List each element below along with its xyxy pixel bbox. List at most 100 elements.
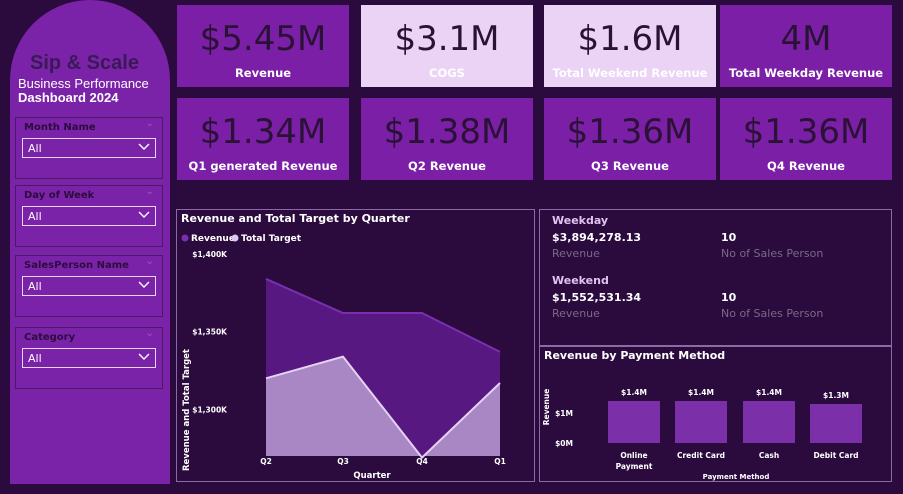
bar[interactable] bbox=[810, 404, 862, 443]
area-chart: Revenue Total Target Revenue and Total T… bbox=[181, 234, 506, 481]
legend-label-revenue: Revenue bbox=[191, 234, 235, 244]
month-name-select[interactable]: All bbox=[22, 138, 156, 158]
bar[interactable] bbox=[675, 401, 727, 443]
x-tick-label: Q3 bbox=[337, 457, 349, 466]
series-line-revenue bbox=[265, 277, 501, 353]
series-line-target bbox=[265, 355, 501, 460]
sidebar bbox=[10, 0, 170, 484]
weekday-title: Weekday bbox=[552, 214, 609, 227]
weekend-revenue-value: $1,552,531.34 bbox=[552, 291, 642, 304]
dashboard-title: Sip & Scale bbox=[30, 52, 139, 74]
kpi-revenue: $5.45M Revenue bbox=[177, 5, 349, 87]
legend-label-target: Total Target bbox=[241, 234, 302, 244]
weekend-revenue-label: Revenue bbox=[552, 307, 600, 320]
legend-marker-revenue bbox=[181, 234, 189, 242]
filter-category: Category ⌄ All bbox=[15, 327, 163, 389]
x-tick-label: Debit Card bbox=[813, 451, 858, 460]
kpi-label: Q1 generated Revenue bbox=[188, 159, 338, 173]
select-value: All bbox=[28, 280, 42, 293]
bar-data-label: $1.3M bbox=[823, 391, 849, 400]
weekend-sales-person-label: No of Sales Person bbox=[721, 307, 824, 320]
filter-label: Category bbox=[24, 332, 76, 343]
legend-marker-target bbox=[231, 234, 239, 242]
y-tick-label: $0M bbox=[555, 439, 573, 448]
weekday-weekend-panel: Weekday $3,894,278.13 Revenue 10 No of S… bbox=[539, 209, 892, 346]
chart-title: Revenue by Payment Method bbox=[544, 349, 726, 362]
kpi-q3-revenue: $1.36M Q3 Revenue bbox=[544, 98, 716, 180]
filter-label: Month Name bbox=[24, 122, 96, 133]
revenue-target-chart-panel: Revenue and Total Target by Quarter Reve… bbox=[176, 209, 535, 482]
x-tick-label: Online bbox=[620, 451, 647, 460]
x-tick-label: Q1 bbox=[494, 457, 506, 466]
x-axis-label: Quarter bbox=[353, 471, 391, 481]
x-tick-label: Credit Card bbox=[677, 451, 725, 460]
x-axis-label: Payment Method bbox=[703, 473, 770, 481]
y-tick-label: $1M bbox=[555, 409, 573, 418]
weekend-sales-person-value: 10 bbox=[721, 291, 737, 304]
kpi-label: Q3 Revenue bbox=[591, 159, 669, 173]
y-axis-label: Revenue and Total Target bbox=[182, 349, 192, 471]
kpi-label: Q4 Revenue bbox=[767, 159, 845, 173]
filter-day-of-week: Day of Week ⌄ All bbox=[15, 185, 163, 247]
subtitle-line-1: Business Performance bbox=[18, 76, 149, 91]
bar-data-label: $1.4M bbox=[756, 388, 782, 397]
kpi-total-weekend-revenue: $1.6M Total Weekend Revenue bbox=[544, 5, 716, 87]
y-tick-label: $1,300K bbox=[192, 405, 228, 414]
filter-label: Day of Week bbox=[24, 190, 95, 201]
x-tick-label: Q2 bbox=[260, 457, 272, 466]
bar[interactable] bbox=[608, 401, 660, 443]
category-select[interactable]: All bbox=[22, 348, 156, 368]
select-value: All bbox=[28, 142, 42, 155]
kpi-value: $1.38M bbox=[383, 112, 511, 152]
salesperson-name-select[interactable]: All bbox=[22, 276, 156, 296]
weekday-revenue-label: Revenue bbox=[552, 247, 600, 260]
chevron-down-icon bbox=[138, 211, 150, 218]
filter-label: SalesPerson Name bbox=[24, 260, 129, 271]
kpi-value: $1.36M bbox=[742, 112, 870, 152]
chevron-down-icon[interactable]: ⌄ bbox=[145, 328, 154, 339]
weekend-title: Weekend bbox=[552, 274, 609, 287]
x-tick-label: Q4 bbox=[416, 457, 428, 466]
chevron-down-icon[interactable]: ⌄ bbox=[145, 256, 154, 267]
chart-title: Revenue and Total Target by Quarter bbox=[181, 212, 410, 225]
kpi-value: $1.6M bbox=[577, 19, 683, 59]
kpi-q1-revenue: $1.34M Q1 generated Revenue bbox=[177, 98, 349, 180]
weekday-sales-person-label: No of Sales Person bbox=[721, 247, 824, 260]
bar-chart: Revenue Payment Method $1.4M $1.4M $1.4M $1… bbox=[542, 388, 862, 481]
kpi-label: Total Weekend Revenue bbox=[552, 66, 708, 80]
kpi-q4-revenue: $1.36M Q4 Revenue bbox=[720, 98, 892, 180]
bar-data-label: $1.4M bbox=[621, 388, 647, 397]
chevron-down-icon bbox=[138, 353, 150, 360]
kpi-q2-revenue: $1.38M Q2 Revenue bbox=[361, 98, 533, 180]
y-axis-label: Revenue bbox=[542, 389, 551, 426]
bar[interactable] bbox=[743, 401, 795, 443]
subtitle-line-2: Dashboard 2024 bbox=[18, 90, 119, 105]
bar-data-label: $1.4M bbox=[688, 388, 714, 397]
kpi-label: Q2 Revenue bbox=[408, 159, 486, 173]
filter-month-name: Month Name ⌄ All bbox=[15, 117, 163, 179]
select-value: All bbox=[28, 352, 42, 365]
chevron-down-icon bbox=[138, 143, 150, 150]
kpi-value: $1.36M bbox=[566, 112, 694, 152]
chevron-down-icon[interactable]: ⌄ bbox=[145, 118, 154, 129]
weekday-revenue-value: $3,894,278.13 bbox=[552, 231, 642, 244]
weekday-sales-person-value: 10 bbox=[721, 231, 737, 244]
y-tick-label: $1,400K bbox=[192, 250, 228, 259]
chevron-down-icon bbox=[138, 281, 150, 288]
x-tick-label: Payment bbox=[616, 462, 653, 471]
chart-legend: Revenue Total Target bbox=[181, 234, 302, 244]
select-value: All bbox=[28, 210, 42, 223]
kpi-cogs: $3.1M COGS bbox=[361, 5, 533, 87]
area-fill-target bbox=[266, 356, 500, 458]
chevron-down-icon[interactable]: ⌄ bbox=[145, 186, 154, 197]
filter-salesperson-name: SalesPerson Name ⌄ All bbox=[15, 255, 163, 317]
y-tick-label: $1,350K bbox=[192, 328, 228, 337]
kpi-label: Total Weekday Revenue bbox=[728, 66, 884, 80]
kpi-value: $5.45M bbox=[199, 19, 327, 59]
dashboard-subtitle: Business Performance Dashboard 2024 bbox=[18, 77, 168, 105]
x-tick-label: Cash bbox=[759, 451, 779, 460]
day-of-week-select[interactable]: All bbox=[22, 206, 156, 226]
kpi-label: Revenue bbox=[234, 66, 292, 80]
payment-method-chart-panel: Revenue by Payment Method Revenue Paymen… bbox=[539, 346, 892, 482]
kpi-total-weekday-revenue: 4M Total Weekday Revenue bbox=[720, 5, 892, 87]
